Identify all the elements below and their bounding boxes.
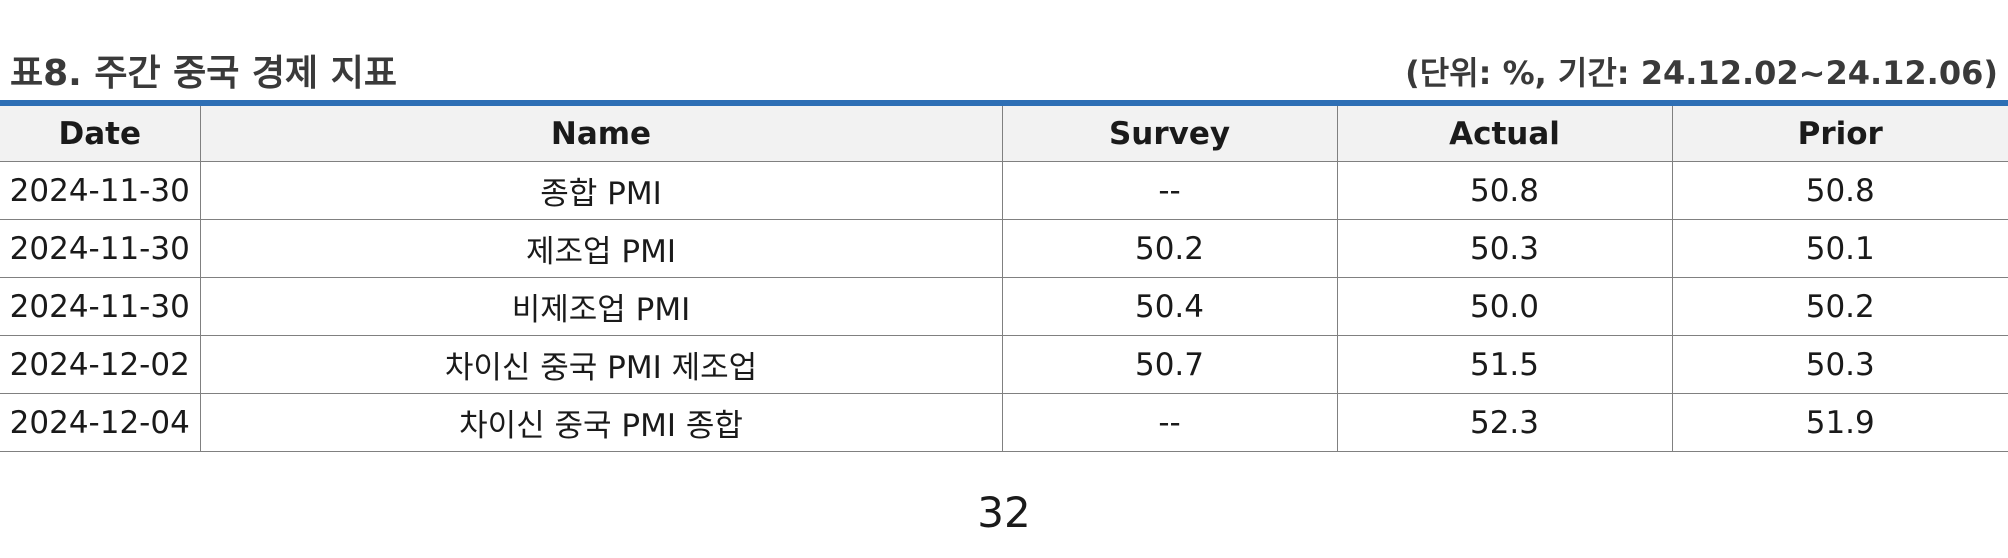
cell-date: 2024-11-30 [0, 161, 200, 220]
table-row: 2024-11-30 제조업 PMI 50.2 50.3 50.1 [0, 219, 2008, 278]
cell-survey: -- [1001, 393, 1337, 452]
cell-date: 2024-11-30 [0, 219, 200, 278]
accent-rule [0, 100, 2008, 106]
cell-name: 종합 PMI [199, 161, 1002, 220]
cell-name: 차이신 중국 PMI 제조업 [199, 335, 1002, 394]
cell-name: 차이신 중국 PMI 종합 [199, 393, 1002, 452]
table-row: 2024-11-30 비제조업 PMI 50.4 50.0 50.2 [0, 277, 2008, 336]
indicator-table: Date Name Survey Actual Prior 2024-11-30… [0, 106, 2008, 452]
cell-date: 2024-12-02 [0, 335, 200, 394]
cell-survey: -- [1001, 161, 1337, 220]
column-header-survey: Survey [1001, 106, 1337, 162]
table-title: 표8. 주간 중국 경제 지표 [10, 53, 397, 94]
cell-date: 2024-11-30 [0, 277, 200, 336]
unit-period-note: (단위: %, 기간: 24.12.02~24.12.06) [1405, 54, 1998, 92]
cell-survey: 50.4 [1001, 277, 1337, 336]
cell-actual: 52.3 [1336, 393, 1672, 452]
page-number: 32 [977, 488, 1031, 537]
cell-actual: 50.3 [1336, 219, 1672, 278]
cell-prior: 50.1 [1671, 219, 2008, 278]
table-row: 2024-11-30 종합 PMI -- 50.8 50.8 [0, 161, 2008, 220]
cell-name: 제조업 PMI [199, 219, 1002, 278]
cell-name: 비제조업 PMI [199, 277, 1002, 336]
cell-prior: 50.8 [1671, 161, 2008, 220]
cell-date: 2024-12-04 [0, 393, 200, 452]
table-row: 2024-12-04 차이신 중국 PMI 종합 -- 52.3 51.9 [0, 393, 2008, 452]
cell-actual: 50.0 [1336, 277, 1672, 336]
column-header-name: Name [199, 106, 1002, 162]
cell-prior: 51.9 [1671, 393, 2008, 452]
cell-actual: 51.5 [1336, 335, 1672, 394]
table-header-row: Date Name Survey Actual Prior [0, 106, 2008, 162]
cell-survey: 50.2 [1001, 219, 1337, 278]
cell-actual: 50.8 [1336, 161, 1672, 220]
cell-prior: 50.2 [1671, 277, 2008, 336]
table-header: 표8. 주간 중국 경제 지표 (단위: %, 기간: 24.12.02~24.… [0, 44, 2008, 94]
column-header-date: Date [0, 106, 200, 162]
column-header-prior: Prior [1671, 106, 2008, 162]
table-row: 2024-12-02 차이신 중국 PMI 제조업 50.7 51.5 50.3 [0, 335, 2008, 394]
cell-prior: 50.3 [1671, 335, 2008, 394]
cell-survey: 50.7 [1001, 335, 1337, 394]
column-header-actual: Actual [1336, 106, 1672, 162]
